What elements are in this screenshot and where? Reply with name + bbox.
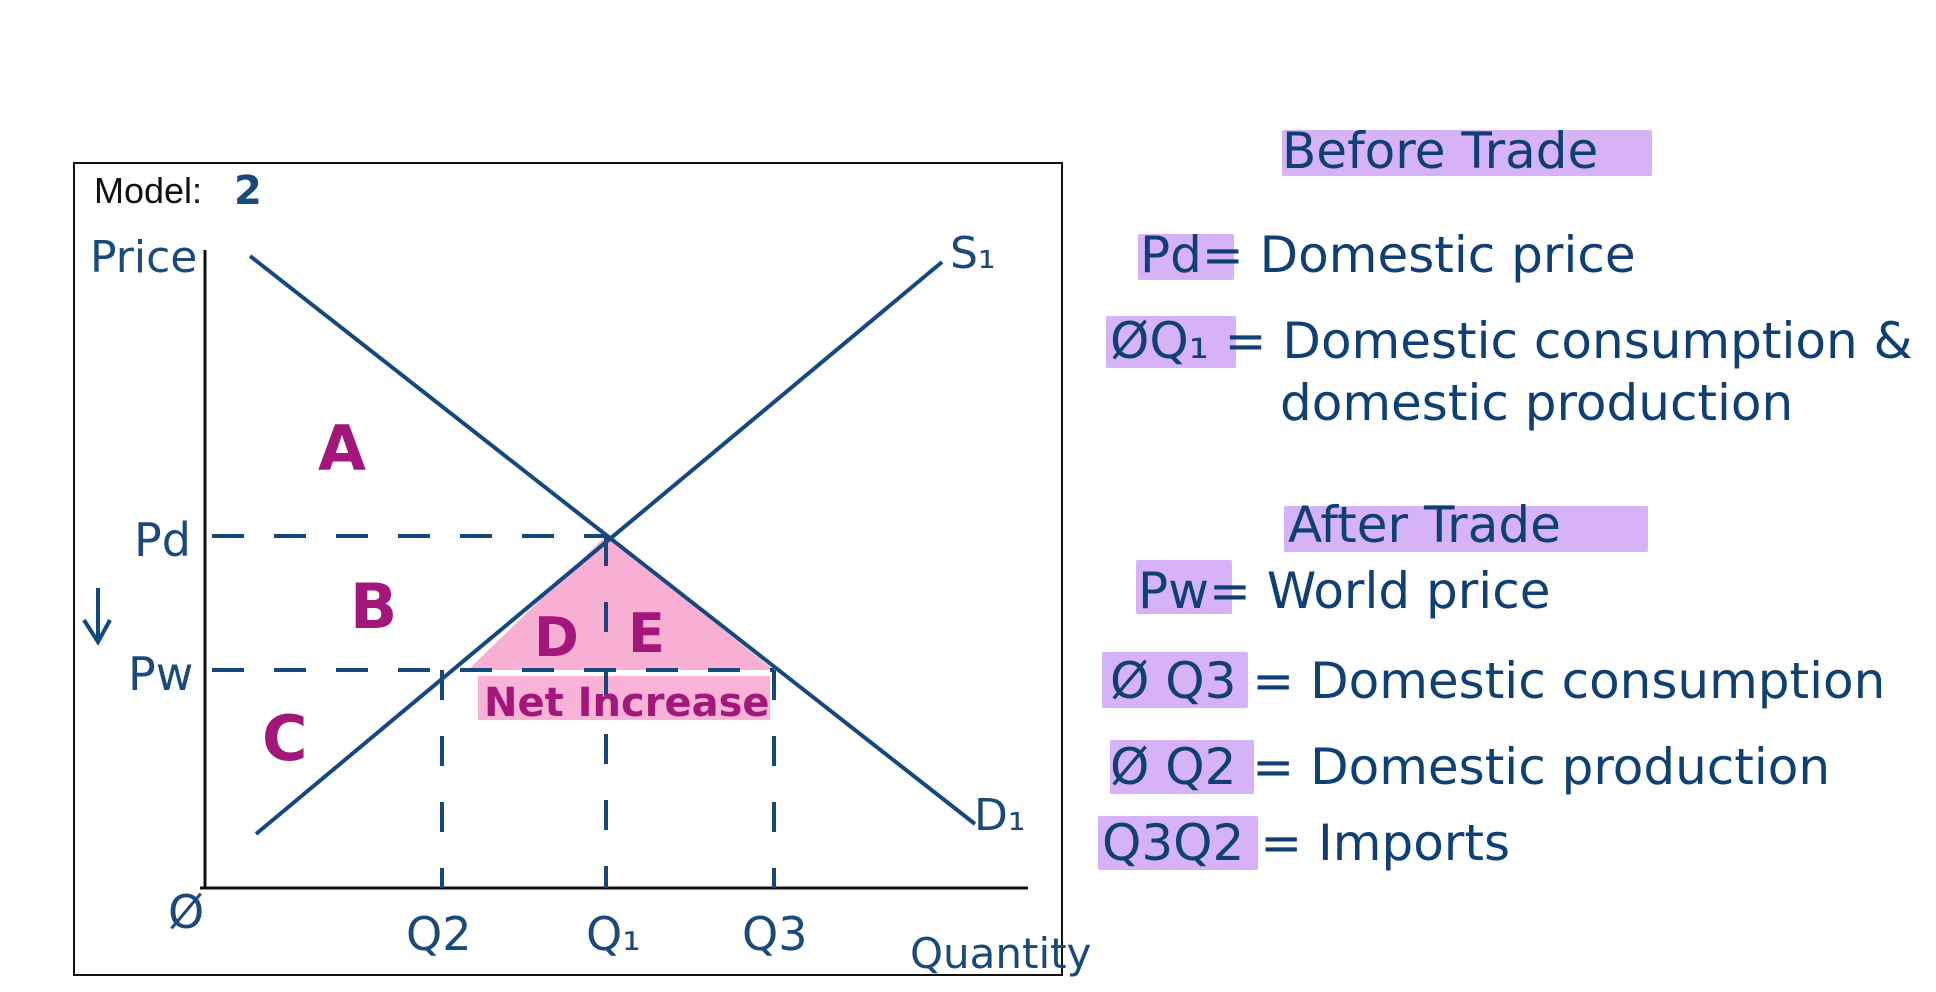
q1-label: Q₁ [586, 907, 641, 961]
after-trade-highlight [1284, 506, 1648, 552]
after-trade-heading: After Trade [1288, 496, 1561, 554]
oq1-definition-line1: ØQ₁ = Domestic consumption & [1110, 312, 1913, 370]
before-trade-highlight [1282, 130, 1652, 176]
shaded-region-de [468, 536, 774, 670]
oq1-definition-line2: domestic production [1280, 374, 1794, 432]
net-increase-highlight [478, 676, 770, 720]
pd-highlight [1138, 234, 1234, 280]
demand-curve [248, 254, 977, 826]
model-label: Model: [94, 170, 202, 211]
supply-label: S₁ [950, 228, 996, 279]
region-c-label: C [262, 702, 308, 775]
region-e-label: E [628, 602, 665, 665]
oq3-highlight [1102, 652, 1248, 708]
pw-definition: Pw= World price [1138, 562, 1551, 620]
oq2-highlight [1110, 740, 1254, 794]
oq1-highlight [1106, 316, 1236, 368]
imports-definition: Q3Q2 = Imports [1102, 814, 1511, 872]
pd-definition: Pd= Domestic price [1140, 226, 1636, 284]
region-d-label: D [534, 606, 579, 669]
region-a-label: A [318, 412, 366, 485]
supply-curve [254, 260, 944, 836]
pw-label: Pw [128, 647, 193, 701]
demand-label: D₁ [974, 790, 1026, 841]
oq3-definition: Ø Q3 = Domestic consumption [1110, 652, 1886, 710]
pw-highlight [1136, 560, 1232, 614]
y-axis-label: Price [90, 232, 197, 283]
x-axis-label: Quantity [910, 929, 1092, 978]
origin-label: Ø [168, 885, 204, 939]
q3q2-highlight [1098, 816, 1258, 870]
net-increase-label: Net Increase [484, 680, 770, 726]
q3-label: Q3 [742, 907, 807, 961]
region-b-label: B [350, 570, 397, 643]
q2-label: Q2 [406, 907, 471, 961]
price-down-arrow-head [82, 618, 112, 646]
pd-label: Pd [134, 513, 191, 567]
oq2-definition: Ø Q2 = Domestic production [1110, 738, 1831, 796]
before-trade-heading: Before Trade [1282, 122, 1599, 180]
model-number: 2 [234, 168, 262, 214]
graph-frame [73, 162, 1063, 976]
